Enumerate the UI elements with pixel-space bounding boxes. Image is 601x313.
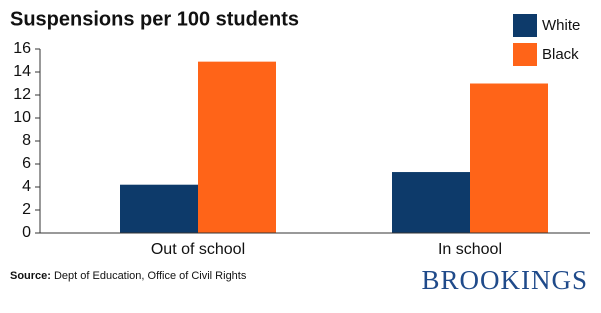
y-tick-label: 6 bbox=[22, 155, 31, 172]
y-tick-label: 2 bbox=[22, 201, 31, 218]
y-tick-label: 0 bbox=[22, 224, 31, 241]
y-tick-label: 4 bbox=[22, 178, 31, 195]
chart-title: Suspensions per 100 students bbox=[10, 8, 299, 30]
source-text: Dept of Education, Office of Civil Right… bbox=[54, 270, 247, 282]
source-note: Source: Dept of Education, Office of Civi… bbox=[10, 270, 247, 282]
y-tick-label: 16 bbox=[13, 40, 31, 57]
legend-label: White bbox=[542, 17, 580, 34]
bar bbox=[392, 172, 470, 233]
bar bbox=[470, 83, 548, 233]
y-tick-label: 10 bbox=[13, 109, 31, 126]
x-tick-label: In school bbox=[438, 241, 502, 258]
y-tick-label: 14 bbox=[13, 63, 31, 80]
y-tick-label: 8 bbox=[22, 132, 31, 149]
y-tick-label: 12 bbox=[13, 86, 31, 103]
legend-swatch bbox=[513, 14, 537, 37]
bar bbox=[198, 61, 276, 234]
bar bbox=[120, 184, 198, 233]
legend-label: Black bbox=[542, 46, 579, 63]
logo: BROOKINGS bbox=[421, 265, 588, 295]
legend-swatch bbox=[513, 43, 537, 66]
x-tick-label: Out of school bbox=[151, 241, 245, 258]
source-label: Source: bbox=[10, 270, 51, 282]
